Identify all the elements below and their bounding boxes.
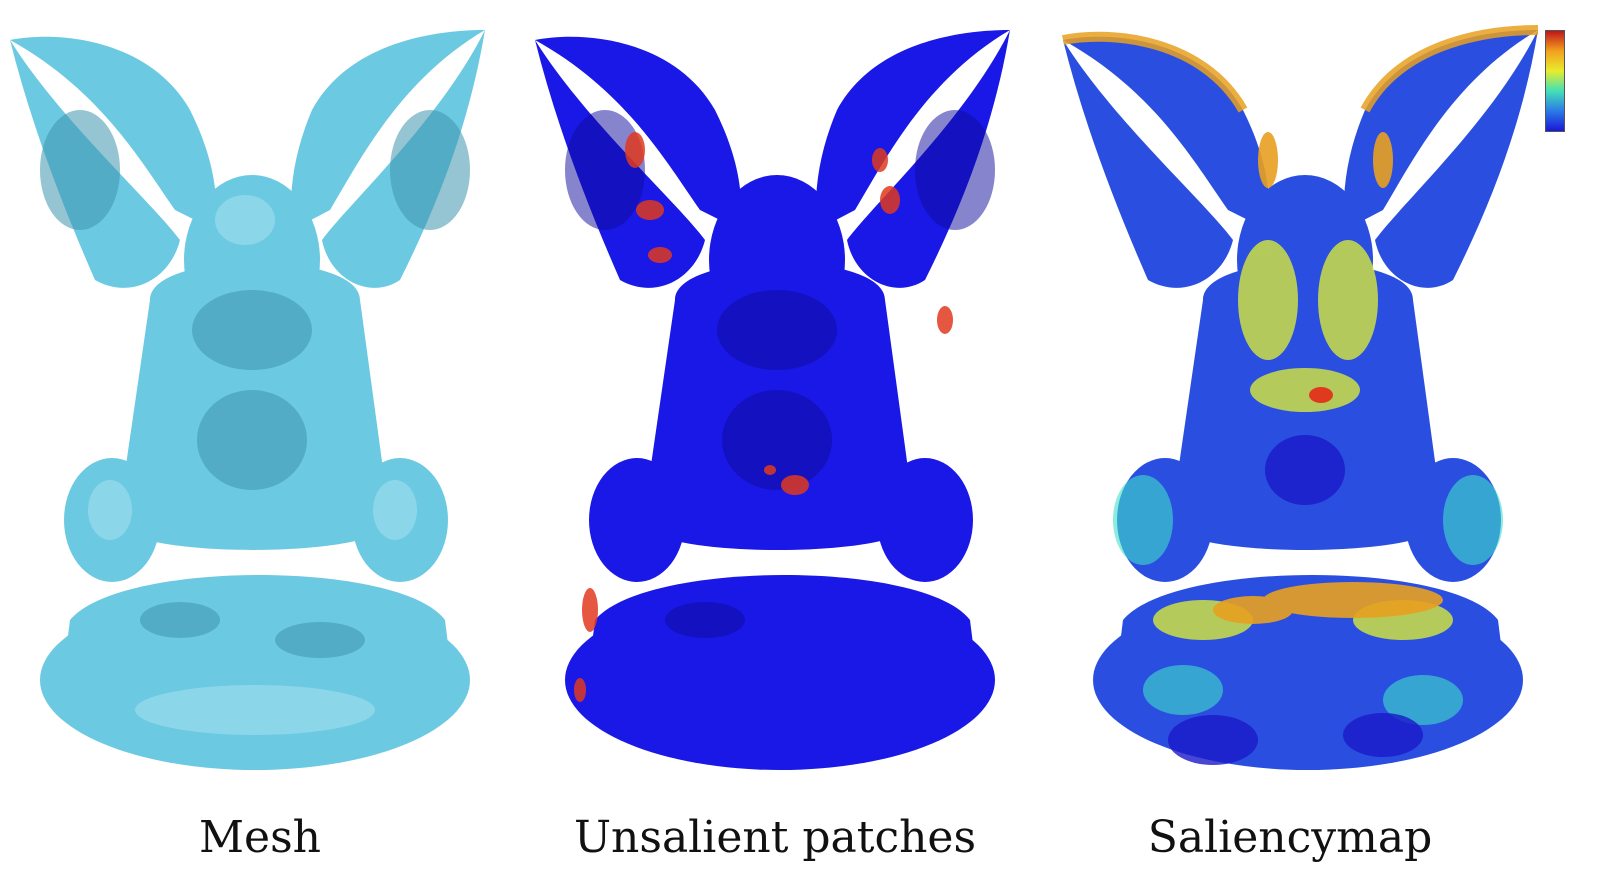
unsalient-gargoyle-image: [535, 30, 1010, 770]
caption-mesh: Mesh: [198, 812, 321, 863]
unsalient-patches-render: [525, 0, 1045, 800]
caption-saliency-map: Saliencymap: [1147, 812, 1433, 863]
mesh-render: [0, 0, 520, 800]
caption-unsalient-patches: Unsalient patches: [573, 812, 977, 863]
saliency-colorbar: [1545, 30, 1565, 132]
saliency-gargoyle-image: [1062, 25, 1539, 770]
mesh-gargoyle-image: [10, 30, 485, 770]
saliency-map-render: [1053, 0, 1573, 800]
